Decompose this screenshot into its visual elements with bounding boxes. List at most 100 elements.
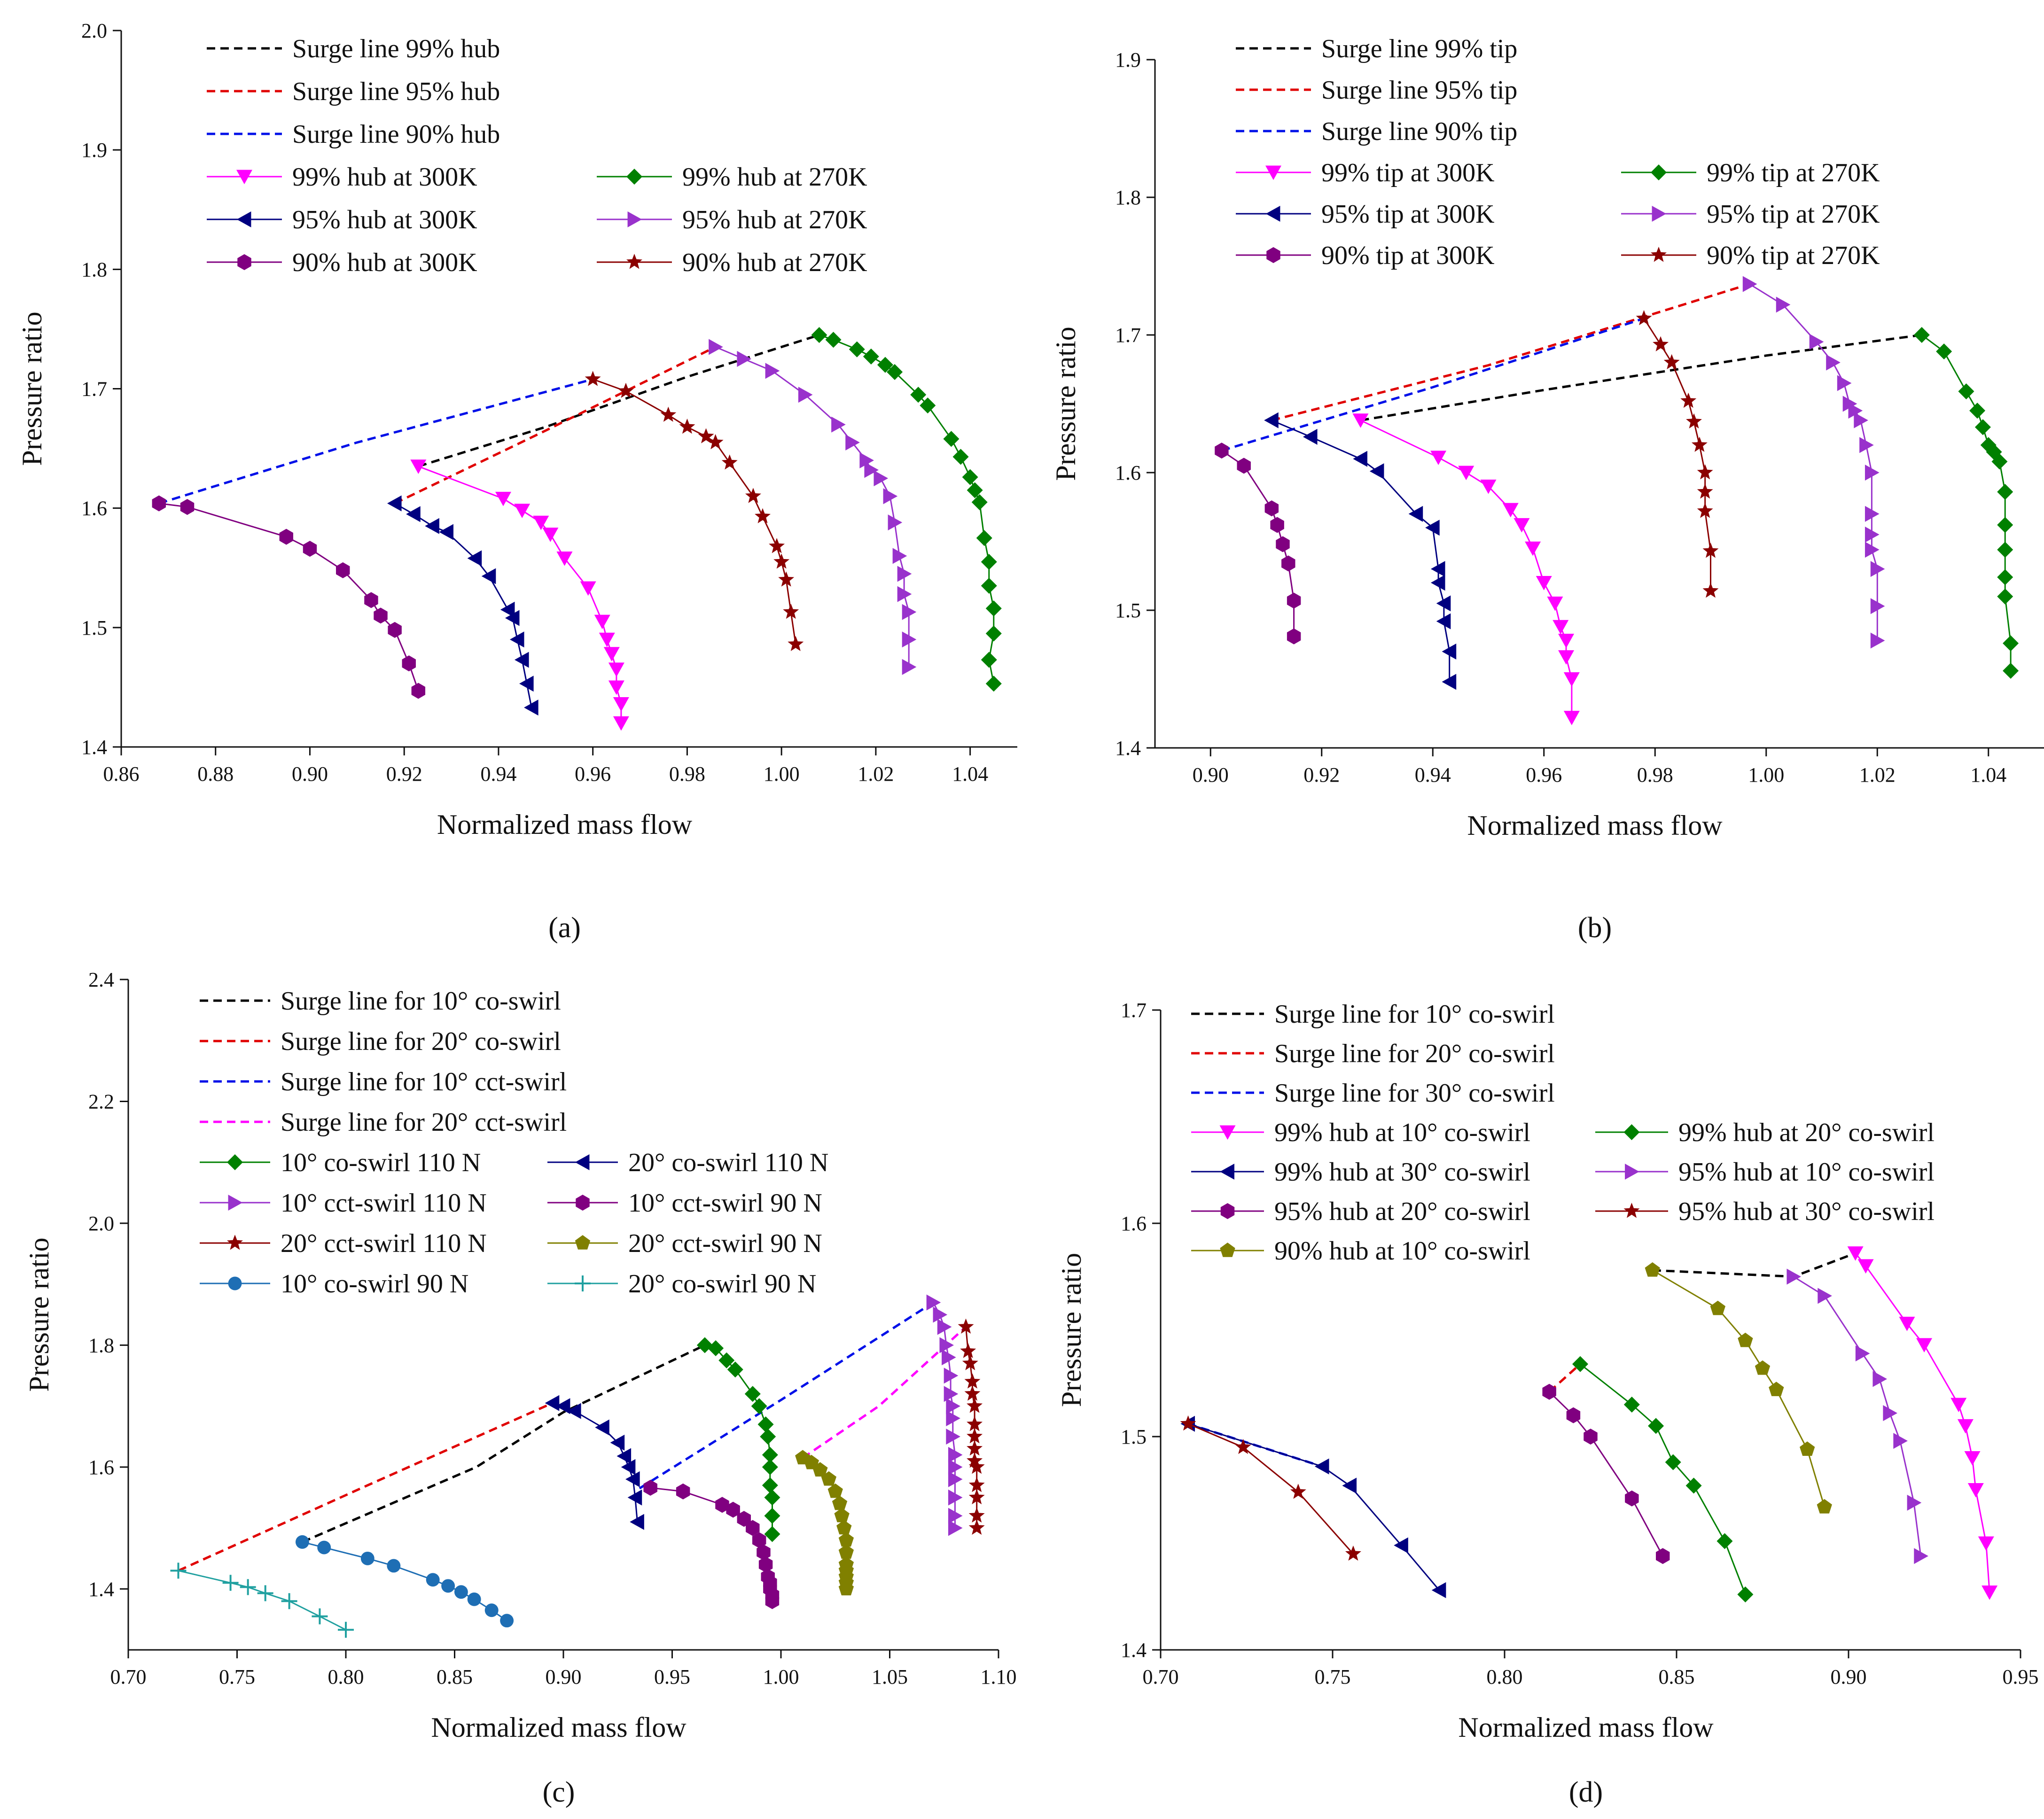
data-point bbox=[944, 1368, 959, 1384]
legend-entry: Surge line 90% hub bbox=[207, 120, 500, 149]
data-point bbox=[715, 1497, 729, 1513]
legend-entry: 10° cct-swirl 110 N bbox=[200, 1189, 487, 1218]
legend-marker bbox=[575, 1235, 591, 1250]
data-point bbox=[617, 382, 634, 398]
data-point bbox=[1865, 465, 1880, 481]
surge-line bbox=[178, 1402, 553, 1572]
data-point bbox=[746, 1520, 760, 1536]
y-tick-label: 2.0 bbox=[88, 1212, 114, 1235]
data-point bbox=[821, 1471, 837, 1486]
series-line bbox=[1271, 420, 1451, 682]
data-point bbox=[939, 1337, 954, 1353]
legend-marker bbox=[1220, 1203, 1235, 1219]
legend-label: 20° cct-swirl 90 N bbox=[628, 1229, 822, 1258]
data-point bbox=[1215, 443, 1229, 459]
series-7 bbox=[1542, 1384, 1670, 1564]
data-point bbox=[1264, 500, 1279, 517]
data-point bbox=[920, 397, 936, 414]
legend-entry: 95% hub at 300K bbox=[207, 205, 477, 234]
data-point bbox=[755, 508, 771, 523]
data-point bbox=[1855, 1345, 1870, 1361]
data-point bbox=[764, 1508, 780, 1524]
series-8 bbox=[958, 1318, 985, 1535]
data-point bbox=[1872, 1371, 1888, 1387]
legend-marker bbox=[1219, 1125, 1236, 1140]
y-tick-label: 1.5 bbox=[1115, 599, 1141, 622]
data-point bbox=[240, 1579, 256, 1595]
data-point bbox=[831, 416, 846, 433]
y-tick-label: 1.4 bbox=[88, 1578, 114, 1601]
legend-entry: 99% hub at 300K bbox=[207, 163, 477, 192]
data-point bbox=[764, 1526, 780, 1542]
data-point bbox=[317, 1540, 331, 1555]
data-point bbox=[1276, 536, 1290, 552]
data-point bbox=[1513, 518, 1530, 533]
legend-entry: Surge line 95% tip bbox=[1236, 76, 1517, 105]
series-11 bbox=[170, 1562, 354, 1638]
data-point bbox=[1281, 555, 1295, 572]
data-point bbox=[888, 514, 903, 531]
data-point bbox=[1287, 592, 1301, 609]
legend-entry: 90% hub at 300K bbox=[207, 248, 477, 277]
data-point bbox=[788, 636, 804, 651]
series-line bbox=[1188, 1423, 1354, 1555]
series-5 bbox=[387, 495, 538, 716]
legend-label: Surge line 90% tip bbox=[1321, 117, 1517, 146]
data-point bbox=[616, 1448, 632, 1464]
series-2 bbox=[158, 378, 593, 505]
data-point bbox=[1408, 505, 1423, 522]
data-point bbox=[964, 1373, 981, 1389]
data-point bbox=[773, 553, 790, 569]
x-tick-label: 1.00 bbox=[763, 1665, 799, 1688]
x-tick-label: 0.98 bbox=[1637, 763, 1673, 786]
data-point bbox=[943, 431, 960, 447]
data-point bbox=[1865, 505, 1880, 522]
data-point bbox=[281, 1593, 297, 1609]
legend-label: 90% tip at 270K bbox=[1707, 241, 1880, 270]
legend-label: 99% hub at 300K bbox=[292, 163, 477, 192]
data-point bbox=[1997, 588, 2013, 605]
x-tick-label: 0.85 bbox=[437, 1665, 473, 1688]
legend-entry: Surge line for 20° co-swirl bbox=[1191, 1039, 1555, 1068]
data-point bbox=[1290, 1484, 1306, 1499]
legend-marker bbox=[1623, 1203, 1640, 1218]
legend-entry: Surge line for 10° co-swirl bbox=[1191, 1000, 1555, 1029]
data-point bbox=[946, 1398, 960, 1415]
y-tick-label: 1.5 bbox=[81, 616, 107, 639]
x-tick-label: 1.05 bbox=[872, 1665, 908, 1688]
data-point bbox=[542, 528, 559, 542]
data-point bbox=[981, 652, 997, 668]
data-point bbox=[967, 482, 983, 498]
surge-line bbox=[302, 1344, 705, 1543]
data-point bbox=[968, 1458, 985, 1474]
data-point bbox=[1342, 1477, 1357, 1494]
data-point bbox=[406, 506, 421, 522]
x-tick-label: 1.02 bbox=[1859, 763, 1896, 786]
legend-label: 99% tip at 300K bbox=[1321, 158, 1495, 187]
legend-marker bbox=[1623, 1124, 1640, 1140]
data-point bbox=[676, 1483, 690, 1500]
data-point bbox=[608, 662, 624, 677]
data-point bbox=[387, 495, 402, 512]
data-point bbox=[708, 1340, 724, 1356]
series-4 bbox=[811, 327, 1002, 692]
x-tick-label: 1.10 bbox=[981, 1665, 1017, 1688]
legend-entry: Surge line for 10° co-swirl bbox=[200, 987, 561, 1016]
legend-entry: 20° cct-swirl 90 N bbox=[547, 1229, 822, 1258]
data-point bbox=[1458, 466, 1474, 481]
data-point bbox=[944, 1386, 959, 1402]
data-point bbox=[1235, 1438, 1251, 1454]
y-axis-title: Pressure ratio bbox=[23, 1237, 55, 1391]
legend-marker bbox=[1651, 247, 1667, 262]
data-point bbox=[960, 1343, 976, 1358]
data-point bbox=[967, 1428, 983, 1444]
data-point bbox=[2003, 662, 2019, 679]
data-point bbox=[1936, 343, 1952, 360]
series-4 bbox=[1572, 1356, 1754, 1602]
y-tick-label: 1.6 bbox=[1115, 461, 1141, 484]
data-point bbox=[360, 1551, 374, 1565]
y-axis-title: Pressure ratio bbox=[16, 311, 47, 466]
legend-entry: 99% tip at 270K bbox=[1621, 158, 1880, 187]
legend: Surge line 99% hub Surge line 95% hub Surg… bbox=[207, 34, 867, 277]
data-point bbox=[1314, 1458, 1329, 1475]
